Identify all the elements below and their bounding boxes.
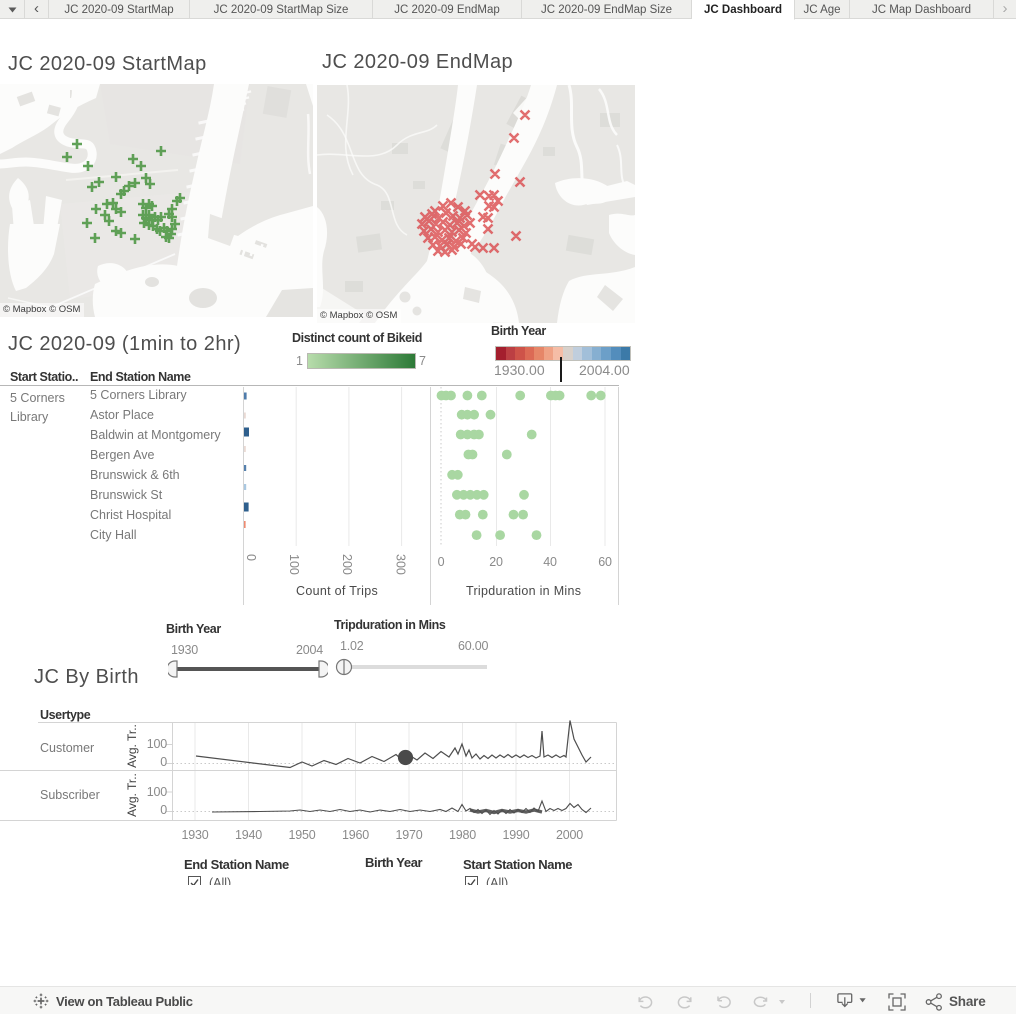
svg-text:100: 100 bbox=[287, 554, 301, 575]
svg-text:200: 200 bbox=[340, 554, 354, 575]
svg-text:Avg. Tr..: Avg. Tr.. bbox=[125, 773, 139, 817]
svg-text:0: 0 bbox=[244, 554, 258, 561]
svg-text:Avg. Tr..: Avg. Tr.. bbox=[125, 724, 139, 768]
svg-text:300: 300 bbox=[394, 554, 408, 575]
